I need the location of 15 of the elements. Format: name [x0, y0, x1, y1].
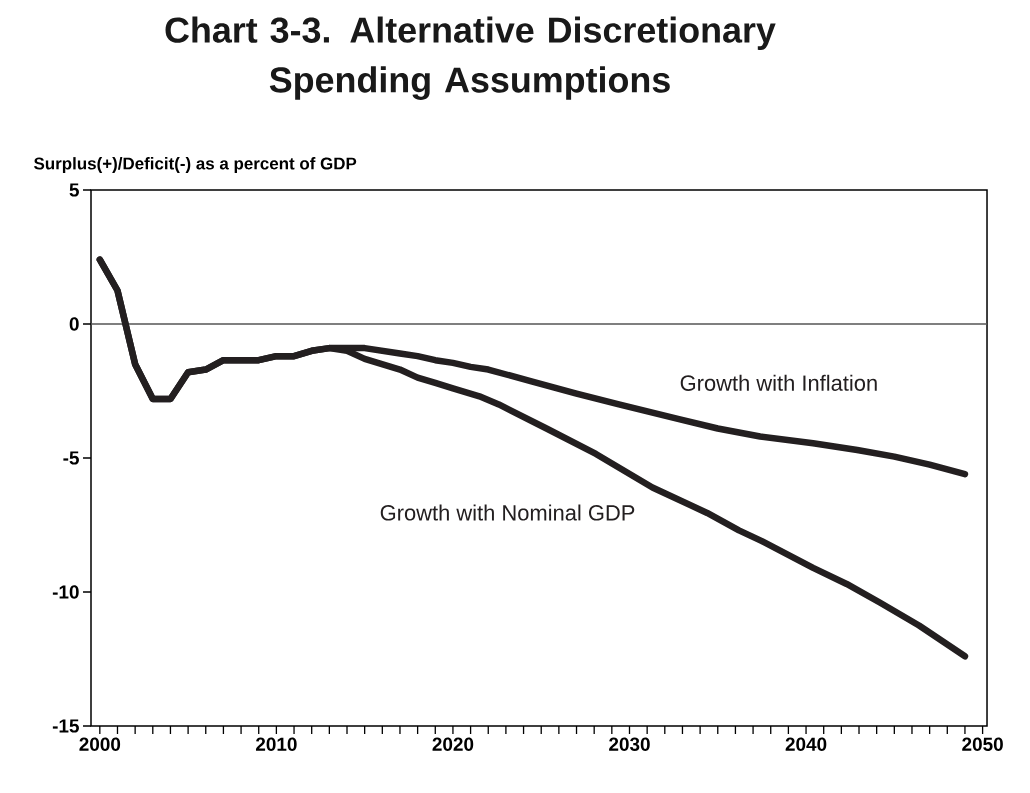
y-tick-label: -15 [52, 719, 79, 733]
x-tick-label: 2010 [255, 737, 297, 751]
chart-title: Chart 3-3. Alternative Discretionary Spending Assumptions [165, 16, 776, 100]
y-tick-label: 0 [69, 317, 79, 331]
x-tick-label: 2020 [432, 737, 474, 751]
series-label: Growth with Inflation [680, 374, 877, 391]
x-tick-label: 2050 [962, 737, 1003, 751]
x-tick-label: 2030 [609, 737, 650, 751]
y-tick-label: -10 [52, 585, 79, 599]
y-tick-label: -5 [63, 451, 79, 465]
y-tick-label: 5 [69, 183, 79, 197]
series-label: Growth with Nominal GDP [380, 504, 635, 521]
x-tick-label: 2000 [79, 737, 121, 751]
x-tick-label: 2040 [785, 737, 827, 751]
y-axis-title: Surplus(+)/Deficit(-) as a percent of GDP [34, 157, 357, 173]
